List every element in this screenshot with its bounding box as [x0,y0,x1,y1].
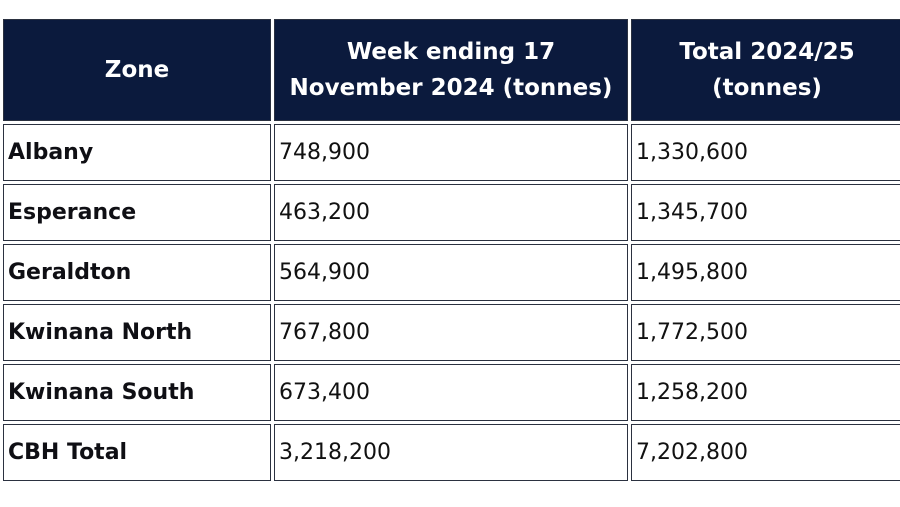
table-row: Albany 748,900 1,330,600 [3,124,900,181]
week-value-cell: 564,900 [274,244,628,301]
week-total-cell: 3,218,200 [274,424,628,481]
total-value-cell: 1,345,700 [631,184,900,241]
table-row: Esperance 463,200 1,345,700 [3,184,900,241]
header-zone: Zone [3,19,271,121]
zone-cell: Esperance [3,184,271,241]
total-value-cell: 1,258,200 [631,364,900,421]
header-week-ending: Week ending 17 November 2024 (tonnes) [274,19,628,121]
table-row: Geraldton 564,900 1,495,800 [3,244,900,301]
table-row-total: CBH Total 3,218,200 7,202,800 [3,424,900,481]
week-value-cell: 767,800 [274,304,628,361]
season-total-cell: 7,202,800 [631,424,900,481]
table-row: Kwinana South 673,400 1,258,200 [3,364,900,421]
zone-cell: Kwinana North [3,304,271,361]
zone-cell: Kwinana South [3,364,271,421]
table-row: Kwinana North 767,800 1,772,500 [3,304,900,361]
week-value-cell: 748,900 [274,124,628,181]
week-value-cell: 673,400 [274,364,628,421]
total-value-cell: 1,330,600 [631,124,900,181]
week-value-cell: 463,200 [274,184,628,241]
header-season-total: Total 2024/25 (tonnes) [631,19,900,121]
zone-cell-total: CBH Total [3,424,271,481]
total-value-cell: 1,495,800 [631,244,900,301]
grain-receivals-table: Zone Week ending 17 November 2024 (tonne… [0,16,900,484]
grain-receivals-table-container: Zone Week ending 17 November 2024 (tonne… [0,16,900,484]
zone-cell: Geraldton [3,244,271,301]
table-header-row: Zone Week ending 17 November 2024 (tonne… [3,19,900,121]
total-value-cell: 1,772,500 [631,304,900,361]
zone-cell: Albany [3,124,271,181]
